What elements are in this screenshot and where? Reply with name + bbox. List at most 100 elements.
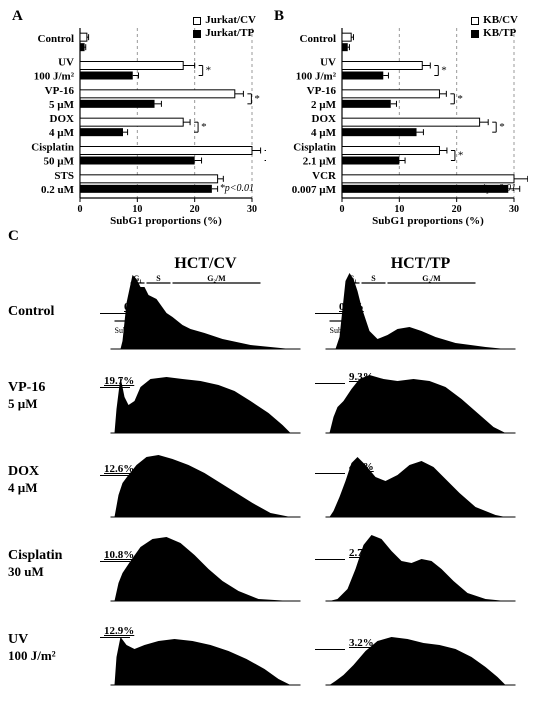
hist-percent: 12.9% [104,625,134,637]
legend-swatch-open [193,17,201,25]
svg-text:STS: STS [54,170,74,182]
panel-a-chart: 0102030SubG1 proportions (%)ControlUV100… [8,8,266,228]
svg-text:SubG₁: SubG₁ [115,326,136,335]
svg-text:*: * [206,65,212,77]
hist-row: VP-165 µM19.7%9.3% [8,357,528,435]
svg-text:G₁: G₁ [348,274,357,283]
svg-text:*: * [201,121,207,133]
subg1-marker-line [100,637,130,638]
hist-percent: 9.3% [349,371,374,383]
hist-cell: 19.7% [98,357,313,435]
svg-text:4 µM: 4 µM [49,127,75,139]
svg-text:VCR: VCR [312,170,337,182]
subg1-marker-line [100,561,130,562]
svg-text:DOX: DOX [50,113,75,125]
subg1-marker-line [315,649,345,650]
panel-c-rows: ControlSubG₁G₁SG₂/M0.4%SubG₁G₁SG₂/M0.2%V… [8,273,528,687]
hist-percent: 0.2% [339,301,364,313]
panel-a-label: A [12,8,23,25]
hist-cell: 4.6% [313,441,528,519]
panel-b-pval: *p<0.01 [482,183,516,194]
subg1-marker-line [315,313,345,314]
subg1-marker-line [100,387,130,388]
legend-text: KB/CV [483,14,518,27]
svg-text:DOX: DOX [312,113,337,125]
hist-percent: 3.2% [349,637,374,649]
svg-text:S: S [156,274,161,283]
svg-text:4 µM: 4 µM [311,127,337,139]
legend-text: Jurkat/CV [205,14,256,27]
svg-text:100 J/m²: 100 J/m² [34,71,75,83]
svg-text:100 J/m²: 100 J/m² [296,71,337,83]
hist-cell: SubG₁G₁SG₂/M0.2% [313,273,528,351]
svg-text:2.1 µM: 2.1 µM [303,156,337,168]
panel-b-label: B [274,8,284,25]
legend-swatch-open [471,17,479,25]
hist-percent: 2.7% [349,547,374,559]
hist-cell: 12.9% [98,609,313,687]
panel-a-pval: *p<0.01 [220,183,254,194]
hist-row: DOX4 µM12.6%4.6% [8,441,528,519]
svg-text:2 µM: 2 µM [311,99,337,111]
panel-b: B KB/CV KB/TP 0102030SubG1 proportions (… [270,8,528,228]
legend-swatch-filled [471,30,479,38]
subg1-marker-line [100,313,130,314]
hist-cell: 10.8% [98,525,313,603]
hist-row: ControlSubG₁ G₁ S G₂/M 0.4%SubG₁ G₁ S G₂/M 0.2% [8,273,528,351]
svg-text:Control: Control [300,33,336,45]
svg-text:G₂/M: G₂/M [207,274,226,283]
legend-text: Jurkat/TP [205,27,254,40]
svg-text:*: * [457,93,463,105]
hist-row-label: Cisplatin30 uM [8,548,98,579]
subg1-marker-line [100,475,130,476]
svg-text:SubG1 proportions (%): SubG1 proportions (%) [110,215,222,227]
svg-text:S: S [371,274,376,283]
hist-row: Cisplatin30 uM 10.8% 2.7% [8,525,528,603]
subg1-marker-line [315,559,345,560]
panel-a: A Jurkat/CV Jurkat/TP 0 10 20 30 SubG1 propo… [8,8,266,228]
svg-text:VP-16: VP-16 [307,85,337,97]
hist-cell: SubG₁ G₁ S G₂/M 0.4% [98,273,313,351]
panel-c: C HCT/CV HCT/TP ControlSubG₁G₁SG₂/M0.4%S… [8,228,528,687]
svg-text:G₁: G₁ [133,274,142,283]
panel-a-legend: Jurkat/CV Jurkat/TP [193,14,256,40]
hist-row-label: Control [8,304,98,320]
svg-text:VP-16: VP-16 [45,85,75,97]
subg1-marker-line [315,383,345,384]
hist-cell: 12.6% [98,441,313,519]
panel-c-label: C [8,228,30,245]
svg-text:0: 0 [78,204,83,215]
hist-row-label: UV100 J/m² [8,632,98,663]
legend-text: KB/TP [483,27,516,40]
svg-text:Cisplatin: Cisplatin [293,142,336,154]
svg-text:10: 10 [132,204,142,215]
svg-text:30: 30 [509,204,519,215]
svg-text:*: * [254,93,260,105]
svg-text:0: 0 [340,204,345,215]
panels-ab-row: A Jurkat/CV Jurkat/TP 0 10 20 30 SubG1 propo… [8,8,528,228]
svg-text:0.007 µM: 0.007 µM [292,184,337,196]
hist-cell: 2.7% [313,525,528,603]
subg1-marker-line [315,473,345,474]
panel-b-chart: 0102030SubG1 proportions (%)ControlUV100… [270,8,528,228]
hist-percent: 0.4% [124,301,149,313]
hist-percent: 10.8% [104,549,134,561]
legend-swatch-filled [193,30,201,38]
svg-text:SubG1 proportions (%): SubG1 proportions (%) [372,215,484,227]
svg-text:Cisplatin: Cisplatin [31,142,74,154]
panel-c-header: HCT/CV HCT/TP [8,255,528,273]
svg-text:G₂/M: G₂/M [422,274,441,283]
svg-text:20: 20 [190,204,200,215]
svg-text:30: 30 [247,204,257,215]
panel-b-legend: KB/CV KB/TP [471,14,518,40]
panel-c-col-title-right: HCT/TP [313,255,528,273]
svg-text:50 µM: 50 µM [44,156,75,168]
hist-percent: 4.6% [349,461,374,473]
hist-percent: 12.6% [104,463,134,475]
svg-text:*: * [458,150,464,162]
svg-text:20: 20 [452,204,462,215]
svg-text:UV: UV [58,57,74,69]
panel-c-col-title-left: HCT/CV [98,255,313,273]
hist-cell: 9.3% [313,357,528,435]
hist-row: UV100 J/m² 12.9% 3.2% [8,609,528,687]
